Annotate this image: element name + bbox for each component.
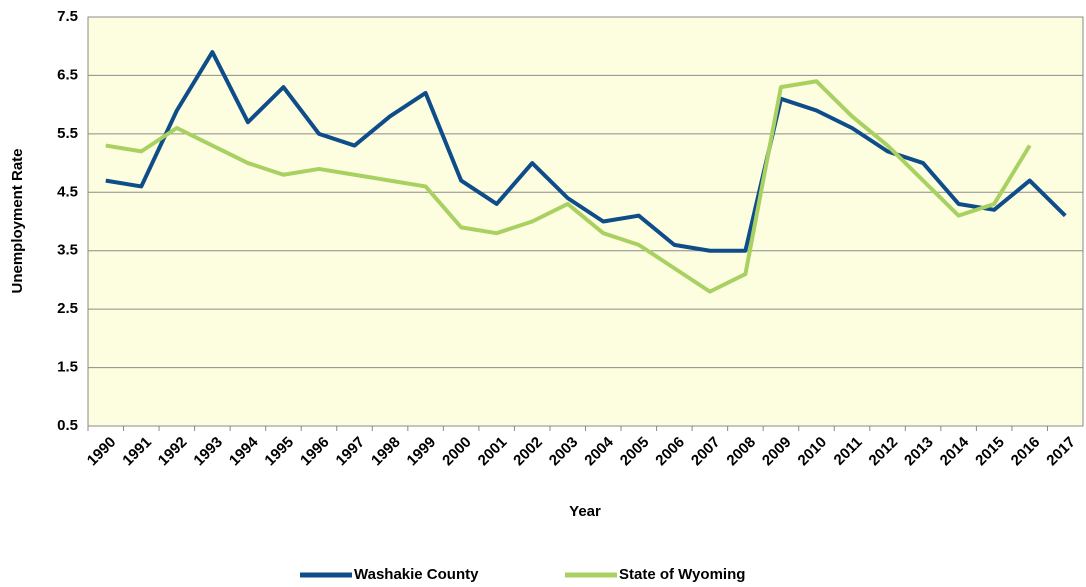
series-line (105, 79, 1032, 294)
x-tick-label: 1993 (190, 434, 226, 470)
x-tick-label: 2005 (617, 434, 653, 470)
x-tick-label: 2011 (831, 434, 866, 469)
x-tick-label: 2002 (510, 434, 546, 470)
x-tick-label: 1992 (155, 434, 191, 470)
x-tick-label: 2008 (723, 434, 759, 470)
x-tick-label: 2013 (901, 434, 937, 470)
x-tick-label: 2010 (794, 434, 830, 470)
x-tick-label: 1997 (333, 434, 369, 470)
x-axis-title: Year (569, 503, 601, 520)
y-tick-label: 6.5 (57, 66, 78, 83)
x-tick-label: 2009 (759, 434, 795, 470)
legend-label: Washakie County (354, 566, 479, 583)
y-tick-label: 5.5 (57, 125, 78, 142)
x-tick-label: 1991 (119, 434, 155, 470)
x-tick-label: 2017 (1043, 434, 1079, 470)
y-tick-label: 2.5 (57, 300, 78, 317)
x-tick-label: 2007 (688, 434, 724, 470)
plot-area (87, 16, 1084, 427)
x-tick-label: 2003 (546, 434, 582, 470)
x-tick-label: 1994 (226, 433, 262, 469)
y-tick-label: 0.5 (57, 417, 78, 434)
y-tick-label: 3.5 (57, 242, 78, 259)
x-tick-label: 1999 (404, 434, 440, 470)
y-axis-title: Unemployment Rate (9, 148, 26, 293)
legend-label: State of Wyoming (619, 566, 745, 583)
x-tick-label: 2012 (866, 434, 902, 470)
x-tick-label: 2015 (972, 434, 1008, 470)
x-tick-label: 1998 (368, 434, 404, 470)
x-tick-label: 1995 (261, 434, 297, 470)
x-tick-label: 1990 (84, 434, 120, 470)
y-tick-label: 1.5 (57, 359, 78, 376)
x-tick-label: 2006 (652, 434, 688, 470)
x-tick-label: 2000 (439, 434, 475, 470)
x-tick-label: 2016 (1008, 434, 1044, 470)
x-tick-label: 2004 (581, 433, 617, 469)
x-tick-label: 2014 (937, 433, 973, 469)
y-tick-label: 7.5 (57, 8, 78, 25)
y-tick-label: 4.5 (57, 183, 78, 200)
x-tick-label: 2001 (475, 434, 511, 470)
series-line (105, 50, 1067, 253)
x-tick-label: 1996 (297, 434, 333, 470)
